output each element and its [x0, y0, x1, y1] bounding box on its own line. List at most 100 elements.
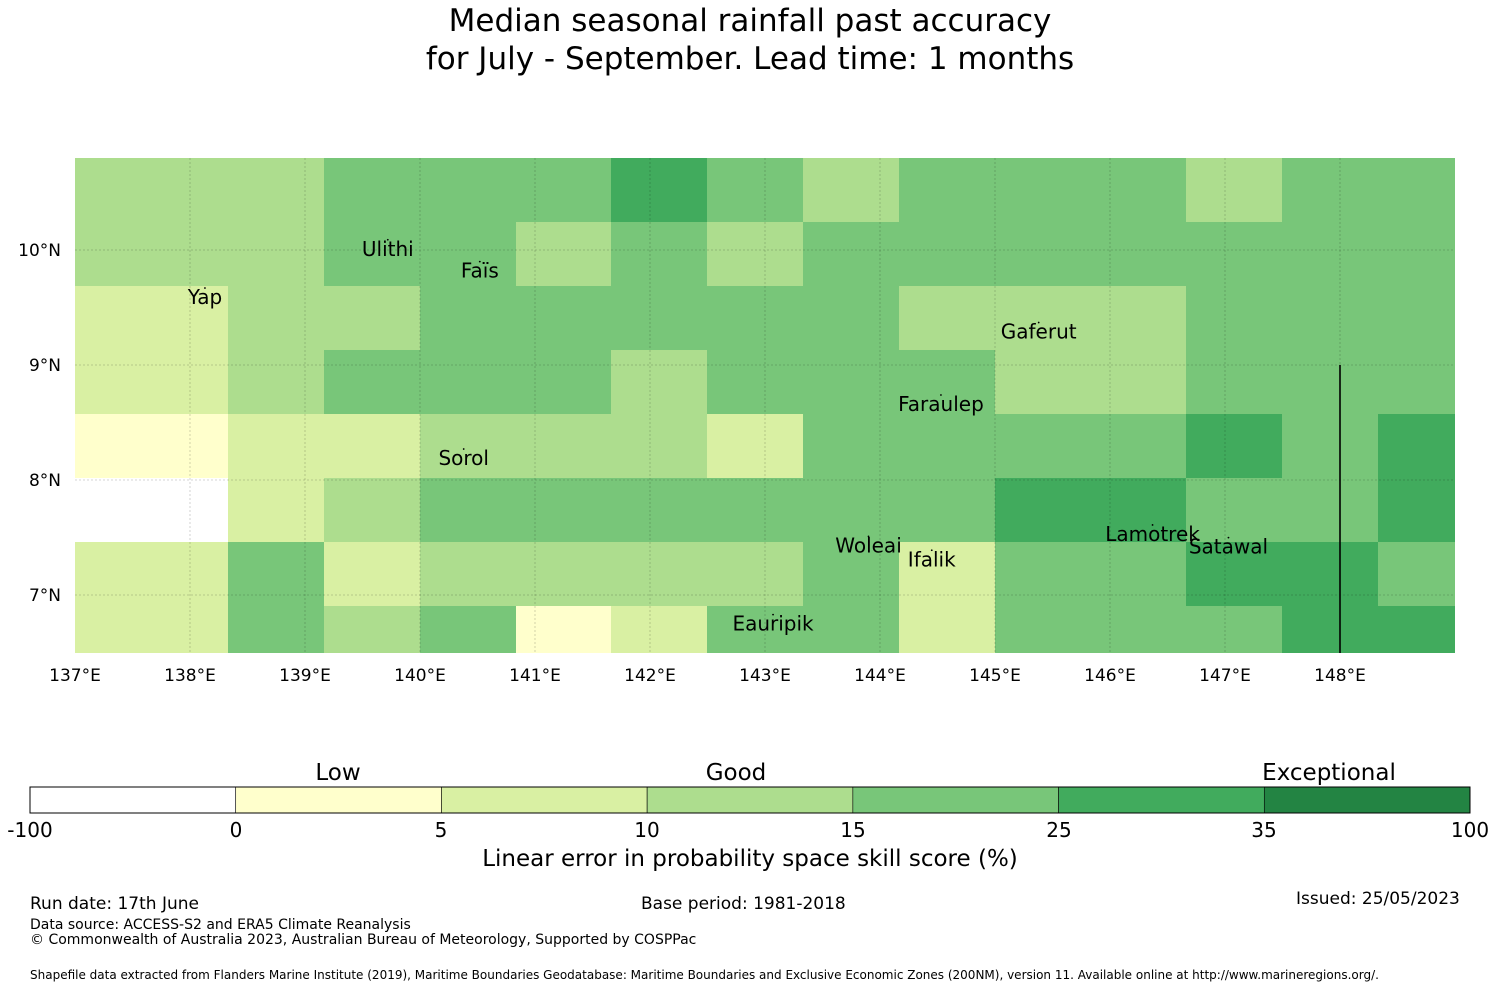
grid-cell	[1282, 606, 1378, 653]
colorbar-segment	[646, 786, 854, 814]
grid-cell	[1282, 158, 1378, 222]
grid-cell	[899, 478, 995, 542]
grid-cell	[324, 286, 420, 350]
latitude-tick-label: 7°N	[29, 586, 61, 606]
legend-category-exceptional: Exceptional	[1262, 760, 1396, 786]
island-dot	[462, 448, 465, 450]
island-dot	[478, 260, 481, 263]
grid-cell	[899, 414, 995, 478]
grid-cell	[516, 158, 611, 222]
grid-cell	[133, 158, 228, 222]
longitude-tick-label: 140°E	[394, 666, 446, 686]
grid-cell	[420, 542, 516, 606]
grid-cell	[1378, 350, 1455, 414]
grid-cell	[803, 222, 899, 286]
data-source: Data source: ACCESS-S2 and ERA5 Climate …	[30, 917, 411, 933]
grid-cell	[420, 286, 516, 350]
grid-cell	[899, 350, 995, 414]
island-label: Sorol	[438, 446, 489, 470]
grid-cell	[803, 478, 899, 542]
grid-cell	[707, 286, 803, 350]
grid-cell	[1378, 286, 1455, 350]
grid-cell	[707, 414, 803, 478]
grid-cell	[611, 478, 707, 542]
grid-cell	[1186, 222, 1282, 286]
grid-cell	[995, 222, 1090, 286]
colorbar-tick-label: -100	[7, 818, 53, 842]
grid-cell	[324, 542, 420, 606]
island-dot	[930, 549, 933, 552]
grid-cell	[420, 414, 516, 478]
grid-cell	[324, 414, 420, 478]
grid-cell	[133, 606, 228, 653]
grid-cell	[1378, 222, 1455, 286]
grid-cell	[995, 286, 1090, 350]
grid-cell	[707, 222, 803, 286]
grid-cell	[995, 606, 1090, 653]
grid-cell	[228, 478, 324, 542]
copyright: © Commonwealth of Australia 2023, Austra…	[30, 932, 697, 948]
grid-cell	[75, 542, 133, 606]
grid-cell	[899, 286, 995, 350]
grid-cell	[611, 414, 707, 478]
colorbar-tick-label: 15	[840, 818, 866, 842]
longitude-tick-label: 141°E	[509, 666, 561, 686]
grid-cell	[611, 158, 707, 222]
grid-cell	[1378, 414, 1455, 478]
grid-cell	[75, 478, 133, 542]
longitude-tick-label: 139°E	[279, 666, 331, 686]
longitude-tick-label: 138°E	[164, 666, 216, 686]
grid-cell	[995, 478, 1090, 542]
colorbar-tick-label: 25	[1046, 818, 1072, 842]
grid-cell	[1186, 478, 1282, 542]
grid-cell	[324, 350, 420, 414]
shapefile-credit: Shapefile data extracted from Flanders M…	[30, 968, 1379, 982]
island-label: Faraulep	[898, 392, 984, 416]
grid-cell	[516, 414, 611, 478]
grid-cell	[133, 222, 228, 286]
grid-cell	[707, 350, 803, 414]
grid-cell	[1282, 478, 1378, 542]
grid-cell	[611, 606, 707, 653]
grid-cell	[1090, 286, 1186, 350]
grid-cell	[899, 222, 995, 286]
grid-cell	[228, 222, 324, 286]
grid-cell	[899, 542, 995, 606]
grid-cell	[75, 222, 133, 286]
island-dot	[386, 238, 389, 241]
island-dot	[867, 535, 870, 538]
grid-cell	[1186, 350, 1282, 414]
map-title: Median seasonal rainfall past accuracy f…	[0, 2, 1500, 78]
skill-grid-cells	[75, 158, 1455, 653]
grid-cell	[803, 350, 899, 414]
grid-cell	[324, 478, 420, 542]
grid-cell	[75, 286, 133, 350]
island-label: Ifalik	[908, 547, 956, 571]
run-date: Run date: 17th June	[30, 894, 199, 914]
grid-cell	[1378, 158, 1455, 222]
grid-cell	[420, 350, 516, 414]
colorbar-tick-label: 100	[1450, 818, 1490, 842]
colorbar-segment	[29, 786, 237, 814]
base-period: Base period: 1981-2018	[641, 894, 846, 914]
grid-cell	[133, 350, 228, 414]
longitude-tick-label: 143°E	[739, 666, 791, 686]
grid-cell	[1186, 606, 1282, 653]
axis-tick-labels: 137°E 138°E 139°E 140°E 141°E 142°E 143°E 144°E…	[18, 241, 1366, 686]
grid-cell	[611, 286, 707, 350]
grid-cell	[1186, 542, 1282, 606]
grid-cell	[1282, 542, 1378, 606]
colorbar-segment	[852, 786, 1059, 814]
island-dot	[940, 394, 942, 396]
grid-cell	[611, 222, 707, 286]
grid-cell	[75, 606, 133, 653]
grid-cell	[611, 350, 707, 414]
grid-cell	[228, 286, 324, 350]
colorbar-segment	[1263, 786, 1471, 814]
grid-cell	[133, 286, 228, 350]
grid-cell	[803, 606, 899, 653]
grid-cell	[899, 158, 995, 222]
longitude-tick-label: 145°E	[969, 666, 1021, 686]
grid-cell	[1186, 158, 1282, 222]
grid-cell	[75, 158, 133, 222]
